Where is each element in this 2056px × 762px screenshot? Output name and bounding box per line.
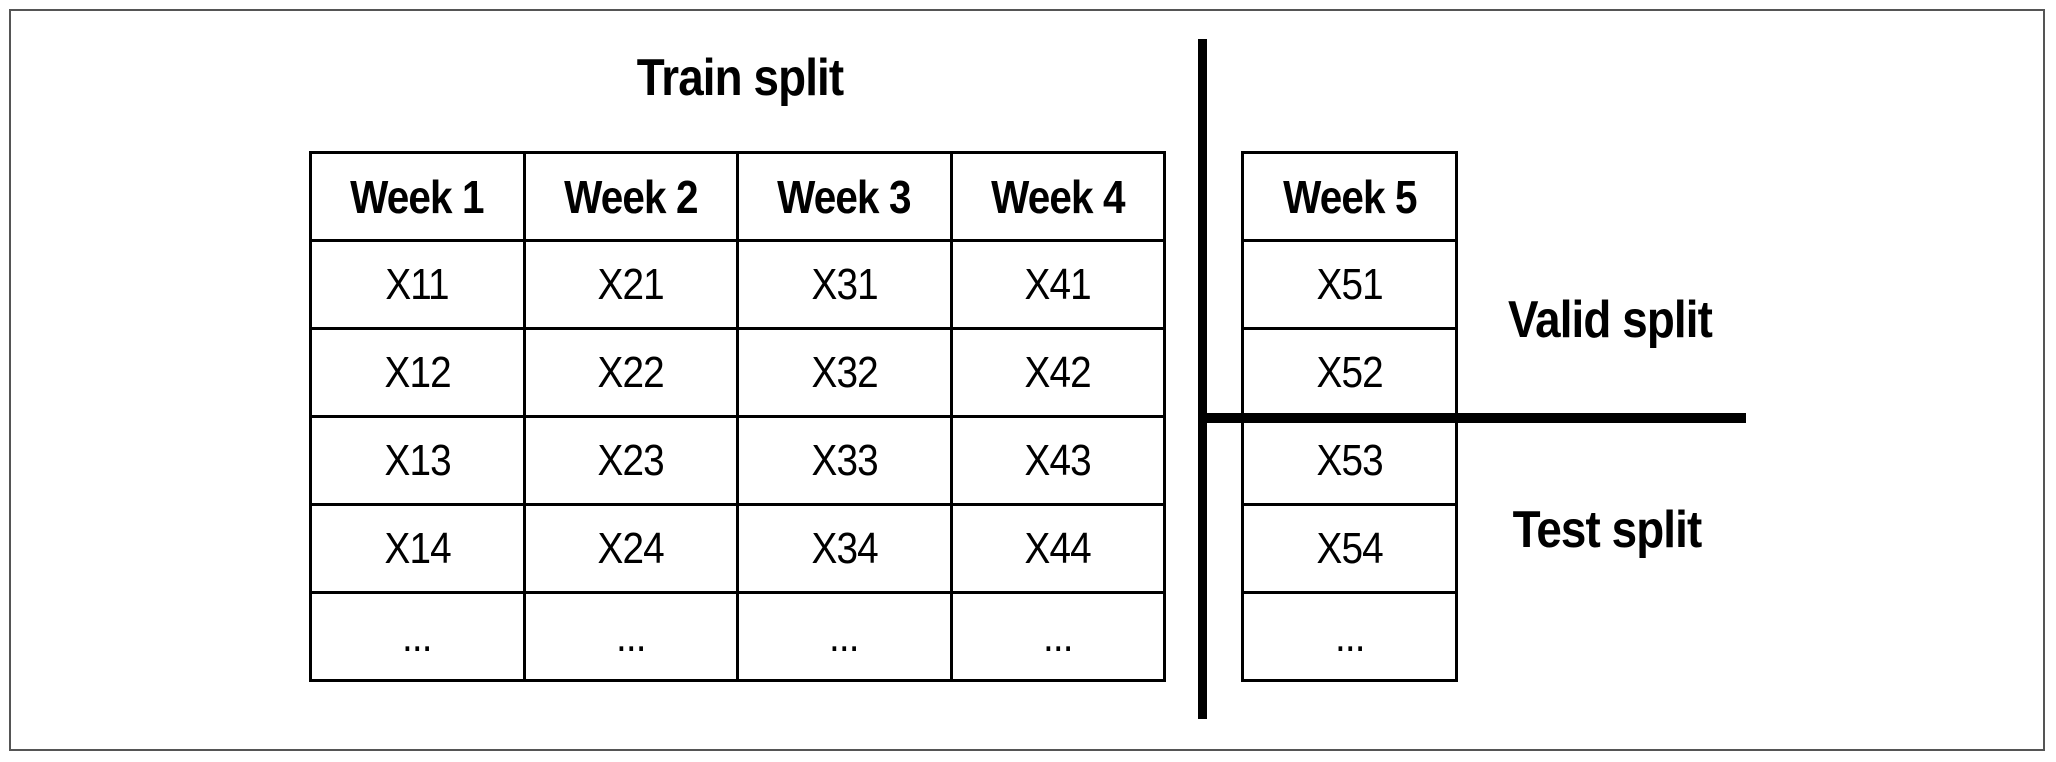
test-split-label: Test split [1512, 501, 1703, 559]
train-table-row: ............ [309, 591, 1166, 682]
train-table-cell: X22 [522, 327, 739, 418]
train-table-header-cell: Week 3 [736, 151, 953, 242]
week5-table-row: ... [1241, 591, 1458, 682]
week5-header-row: Week 5 [1241, 151, 1458, 242]
week5-table-row: X54 [1241, 503, 1458, 594]
train-table-row: X13 X23 X33 X43 [309, 415, 1166, 506]
train-table-cell: X24 [522, 503, 739, 594]
week5-table-row: X52 [1241, 327, 1458, 418]
week5-table-cell: X54 [1241, 503, 1458, 594]
train-table-cell: X13 [309, 415, 526, 506]
train-table-cell: X11 [309, 239, 526, 330]
train-table-cell: X31 [736, 239, 953, 330]
week5-table-cell: X52 [1241, 327, 1458, 418]
train-eval-divider [1198, 39, 1207, 719]
train-table-cell: X14 [309, 503, 526, 594]
train-table-cell: X44 [949, 503, 1166, 594]
train-table-cell: X41 [949, 239, 1166, 330]
train-table-header-cell: Week 4 [949, 151, 1166, 242]
train-table-cell: ... [736, 591, 953, 682]
week5-table-cell: ... [1241, 591, 1458, 682]
valid-test-divider [1203, 413, 1746, 423]
train-table-row: X12 X22 X32 X42 [309, 327, 1166, 418]
week5-table-header-cell: Week 5 [1241, 151, 1458, 242]
train-table-cell: X42 [949, 327, 1166, 418]
valid-split-label: Valid split [1508, 291, 1713, 349]
diagram-frame [9, 9, 2045, 751]
train-table-header-cell: Week 2 [522, 151, 739, 242]
train-table-cell: ... [949, 591, 1166, 682]
week5-table-row: X51 [1241, 239, 1458, 330]
train-table-row: X14 X24 X34 X44 [309, 503, 1166, 594]
train-split-label: Train split [636, 49, 844, 107]
train-table-cell: X21 [522, 239, 739, 330]
train-table-header-cell: Week 1 [309, 151, 526, 242]
train-header-row: Week 1 Week 2 Week 3 Week 4 [309, 151, 1166, 242]
week5-table: Week 5 X51 X52 X53 X54... [1241, 151, 1458, 682]
train-table-cell: X32 [736, 327, 953, 418]
train-table-row: X11 X21 X31 X41 [309, 239, 1166, 330]
train-table-cell: X23 [522, 415, 739, 506]
train-table-cell: X12 [309, 327, 526, 418]
week5-table-row: X53 [1241, 415, 1458, 506]
train-table-cell: ... [522, 591, 739, 682]
week5-table-cell: X53 [1241, 415, 1458, 506]
train-table-cell: ... [309, 591, 526, 682]
train-table-cell: X33 [736, 415, 953, 506]
train-table-cell: X34 [736, 503, 953, 594]
train-table: Week 1 Week 2 Week 3 Week 4 X11 X21 X31 X41 X12… [309, 151, 1166, 682]
train-table-cell: X43 [949, 415, 1166, 506]
week5-table-cell: X51 [1241, 239, 1458, 330]
